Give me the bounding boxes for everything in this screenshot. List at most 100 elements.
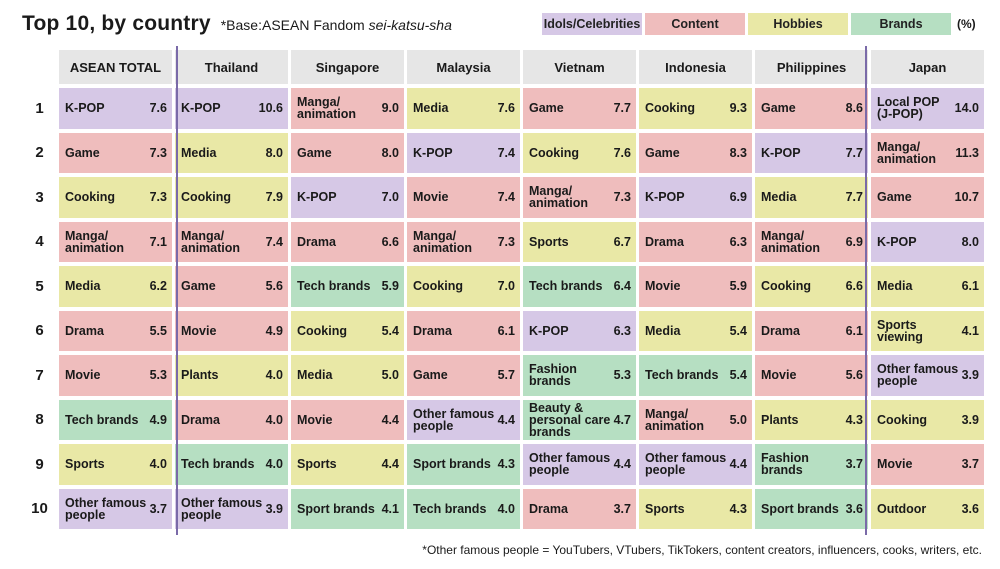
item-label: Cooking: [65, 190, 115, 205]
table-cell: Manga/ animation 7.3: [523, 177, 636, 218]
item-label: Media: [65, 279, 101, 294]
item-value: 7.0: [381, 190, 399, 205]
table-cell: Manga/ animation 5.0: [639, 399, 752, 440]
base-note: *Base:ASEAN Fandom sei-katsu-sha: [221, 17, 452, 33]
item-label: Other famous people: [529, 451, 611, 478]
table-cell: Media 7.6: [407, 88, 520, 129]
table-cell: K-POP 7.4: [407, 132, 520, 174]
table-cell: Media 6.2: [59, 266, 172, 307]
cell-content: Tech brands 6.4: [523, 266, 636, 307]
base-note-italic: sei-katsu-sha: [368, 17, 452, 33]
item-label: Drama: [413, 323, 452, 338]
table-cell: Other famous people 3.9: [871, 355, 984, 396]
cell-content: Game 7.3: [59, 133, 172, 174]
table-cell: Manga/ animation 7.3: [407, 221, 520, 263]
rank-label: 8: [35, 411, 44, 429]
item-value: 5.0: [381, 368, 399, 383]
cell-content: Sports 4.4: [291, 444, 404, 485]
item-value: 4.1: [381, 501, 399, 516]
table-cell: Drama 6.3: [639, 221, 752, 262]
divider-right: [865, 46, 867, 535]
item-value: 4.3: [497, 457, 515, 472]
table-row: 9 Sports 4.0 Tech brands 4.0 Sports 4.4 Sport b…: [23, 444, 984, 485]
table-cell: K-POP 6.3: [523, 310, 636, 352]
cell-content: Drama 6.1: [407, 311, 520, 352]
table-cell: Manga/ animation 9.0: [291, 88, 404, 129]
cell-content: Fashion brands 3.7: [755, 444, 868, 485]
item-label: Manga/ animation: [761, 228, 821, 255]
item-label: K-POP: [529, 323, 569, 338]
item-label: Other famous people: [645, 451, 727, 478]
item-value: 7.6: [497, 101, 515, 116]
cell-content: Game 7.7: [523, 88, 636, 129]
divider-left: [176, 46, 178, 535]
item-value: 5.5: [149, 323, 167, 338]
table-cell: Game 7.7: [523, 88, 636, 129]
table-cell: Movie 7.4: [407, 177, 520, 218]
item-label: Cooking: [529, 145, 579, 160]
item-value: 7.3: [149, 190, 167, 205]
item-label: Drama: [297, 234, 336, 249]
table-body: 1 K-POP 7.6 K-POP 10.6 Manga/ animation 9.0 Med…: [23, 88, 984, 529]
table-cell: Fashion brands 3.7: [755, 444, 868, 485]
cell-content: Game 8.6: [755, 88, 868, 129]
cell-content: Movie 7.4: [407, 177, 520, 218]
table-cell: K-POP 8.0: [871, 221, 984, 263]
item-label: Cooking: [413, 279, 463, 294]
item-label: K-POP: [761, 145, 801, 160]
item-label: Media: [645, 323, 681, 338]
item-value: 7.7: [613, 101, 631, 116]
cell-content: K-POP 8.0: [871, 222, 984, 263]
item-value: 6.9: [729, 190, 747, 205]
item-label: Movie: [65, 368, 101, 383]
item-value: 7.0: [497, 279, 515, 294]
cell-content: Other famous people 3.7: [59, 489, 172, 530]
item-label: K-POP: [877, 234, 917, 249]
item-label: Other famous people: [413, 406, 495, 433]
cell-content: K-POP 6.3: [523, 311, 636, 352]
item-value: 3.9: [961, 412, 979, 427]
item-label: Game: [297, 145, 332, 160]
table-cell: Drama 6.1: [407, 310, 520, 352]
table-cell: Beauty & personal care brands 4.7: [523, 399, 636, 440]
item-label: Drama: [645, 234, 684, 249]
item-value: 3.6: [961, 501, 979, 516]
item-label: Plants: [181, 368, 219, 383]
item-label: Manga/ animation: [877, 139, 937, 166]
table-cell: Sports 4.3: [639, 488, 752, 529]
item-value: 14.0: [954, 101, 979, 116]
cell-content: Media 7.7: [755, 177, 868, 218]
table-cell: Local POP (J-POP) 14.0: [871, 88, 984, 129]
item-value: 9.0: [381, 101, 399, 116]
item-label: Fashion brands: [761, 451, 809, 478]
item-label: Game: [413, 368, 448, 383]
table-cell: Tech brands 6.4: [523, 266, 636, 307]
cell-content: K-POP 7.4: [407, 133, 520, 174]
cell-content: Movie 3.7: [871, 444, 984, 485]
table-cell: Other famous people 3.9: [175, 488, 288, 529]
column-header: Japan: [871, 50, 984, 84]
cell-content: Media 6.1: [871, 266, 984, 307]
item-value: 6.1: [845, 323, 863, 338]
item-value: 5.9: [729, 279, 747, 294]
cell-content: Cooking 5.4: [291, 311, 404, 352]
cell-content: Media 7.6: [407, 88, 520, 129]
item-value: 6.4: [613, 279, 631, 294]
item-value: 7.4: [497, 190, 515, 205]
table-cell: K-POP 10.6: [175, 88, 288, 129]
cell-content: Manga/ animation 7.3: [407, 222, 520, 263]
item-value: 5.3: [149, 368, 167, 383]
item-label: Media: [877, 279, 913, 294]
cell-content: Sport brands 3.6: [755, 489, 868, 530]
item-value: 7.3: [613, 190, 631, 205]
item-label: Tech brands: [65, 412, 139, 427]
item-label: Media: [761, 190, 797, 205]
table-cell: Sport brands 4.3: [407, 444, 520, 485]
table-cell: Tech brands 5.4: [639, 355, 752, 396]
item-value: 6.7: [613, 234, 631, 249]
table-cell: Other famous people 4.4: [639, 444, 752, 485]
item-value: 4.0: [265, 368, 283, 383]
cell-content: K-POP 7.0: [291, 177, 404, 218]
cell-content: Tech brands 4.9: [59, 400, 172, 441]
item-value: 3.7: [845, 457, 863, 472]
